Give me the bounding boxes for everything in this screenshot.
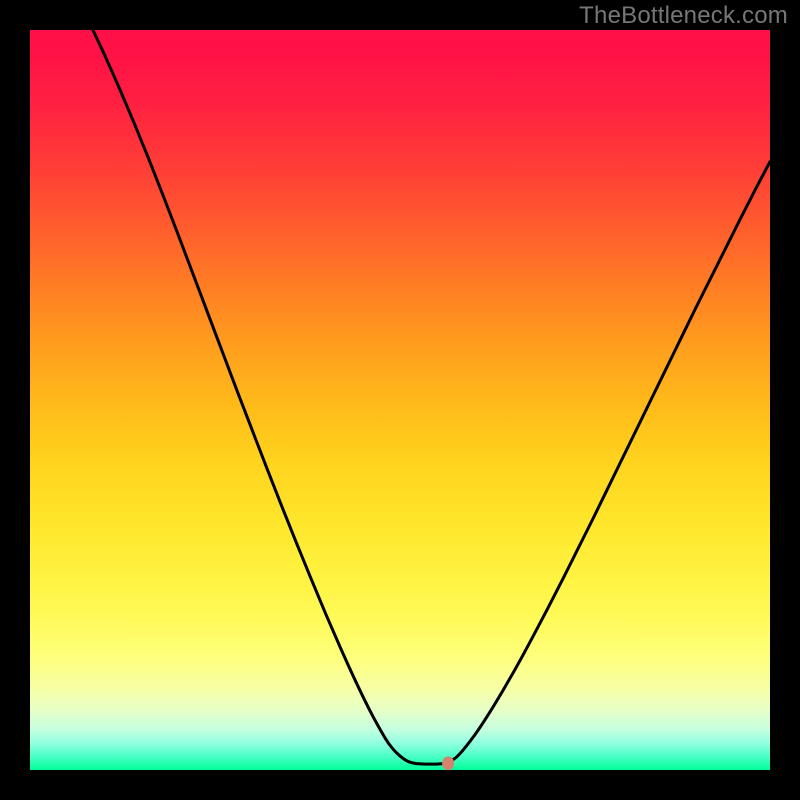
bottleneck-chart — [0, 0, 800, 800]
chart-container: TheBottleneck.com — [0, 0, 800, 800]
optimal-point-marker — [442, 756, 454, 770]
watermark-text: TheBottleneck.com — [579, 2, 788, 30]
